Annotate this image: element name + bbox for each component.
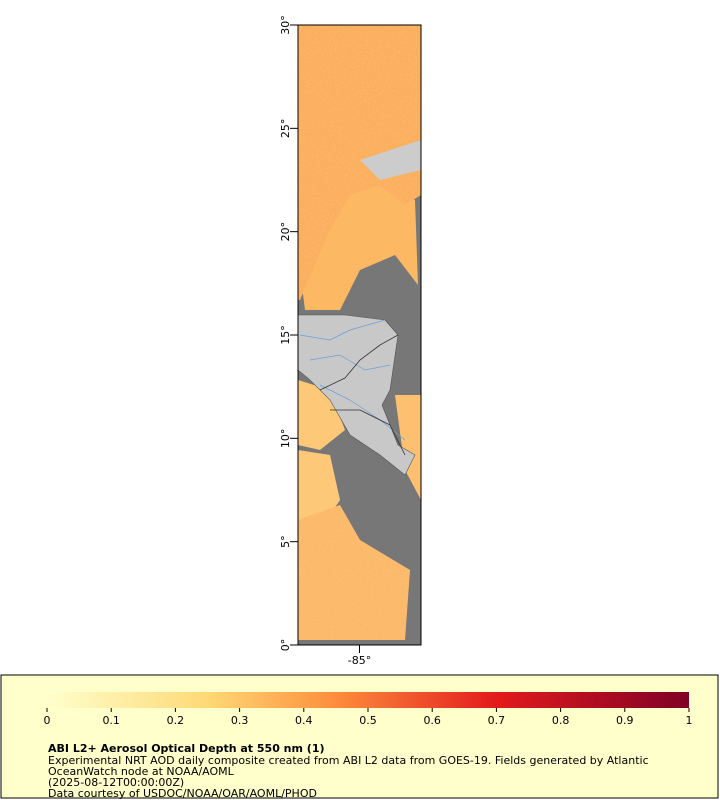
lat-tick-label: 15° [279,325,292,345]
colorbar-tick-label: 0.6 [423,714,441,727]
colorbar-tick-label: 0.2 [167,714,185,727]
legend-line: OceanWatch node at NOAA/AOML [48,765,235,778]
lat-tick-label: 5° [279,535,292,548]
borders [319,334,406,456]
colorbar-tick-label: 0.8 [552,714,570,727]
legend-title: ABI L2+ Aerosol Optical Depth at 550 nm … [48,742,325,755]
lat-tick-label: 25° [279,119,292,139]
colorbar-tick-label: 0.9 [616,714,634,727]
colorbar-tick-label: 0 [44,714,51,727]
lat-tick-label: 0° [279,639,292,652]
lon-tick-label: -85° [348,654,371,667]
map [297,24,422,646]
lat-tick-label: 30° [279,15,292,35]
colorbar-tick-label: 0.4 [295,714,313,727]
lat-tick-label: 20° [279,222,292,242]
legend-line: Experimental NRT AOD daily composite cre… [48,754,649,767]
colorbar-tick-label: 0.5 [359,714,377,727]
aerosol-field [298,25,421,640]
colorbar-tick-label: 0.7 [488,714,506,727]
colorbar-tick-label: 1 [686,714,693,727]
colorbar-tick-label: 0.3 [231,714,249,727]
legend-line: Data courtesy of USDOC/NOAA/OAR/AOML/PHO… [48,787,317,800]
legend-line: (2025-08-12T00:00:00Z) [48,776,184,789]
colorbar-tick-label: 0.1 [102,714,120,727]
land [297,314,416,476]
lat-tick-label: 10° [279,429,292,449]
colorbar [47,692,689,708]
